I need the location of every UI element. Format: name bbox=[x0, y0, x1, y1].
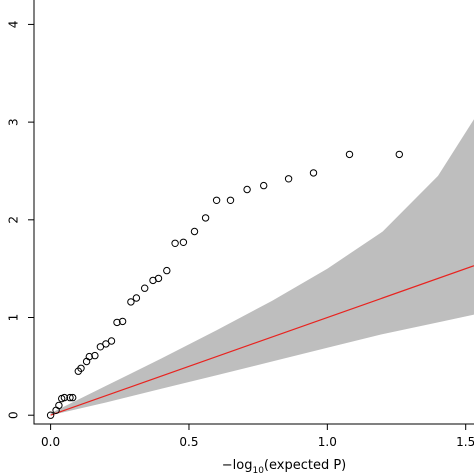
data-point bbox=[107, 337, 116, 345]
x-tick-label: 1.0 bbox=[318, 435, 337, 449]
x-axis-title-suffix: (expected P) bbox=[264, 458, 346, 473]
x-axis: 0.0 0.5 1.0 1.5 bbox=[41, 424, 474, 449]
data-point bbox=[163, 266, 171, 275]
x-tick-label: 0.5 bbox=[179, 435, 198, 449]
y-tick-label: 2 bbox=[7, 216, 21, 224]
data-point bbox=[85, 352, 94, 361]
data-point bbox=[226, 196, 235, 205]
data-points bbox=[46, 150, 403, 419]
x-axis-title: −log10(expected P) bbox=[222, 458, 347, 474]
data-point bbox=[154, 274, 163, 283]
data-point bbox=[212, 196, 221, 205]
y-tick-label: 1 bbox=[7, 314, 21, 322]
data-point bbox=[171, 239, 179, 248]
data-point bbox=[284, 175, 293, 183]
data-point bbox=[91, 351, 99, 360]
confidence-band bbox=[50, 119, 474, 416]
data-point bbox=[345, 150, 354, 159]
data-point bbox=[132, 294, 141, 302]
y-tick-label: 3 bbox=[7, 118, 21, 126]
data-point bbox=[309, 169, 318, 177]
y-tick-label: 4 bbox=[7, 21, 21, 29]
data-point bbox=[190, 227, 199, 236]
data-point bbox=[141, 284, 149, 292]
data-point bbox=[118, 317, 127, 326]
x-tick-label: 0.0 bbox=[41, 435, 60, 449]
data-point bbox=[260, 181, 268, 190]
data-point bbox=[60, 393, 69, 402]
data-point bbox=[55, 401, 63, 410]
data-point bbox=[127, 298, 135, 306]
data-point bbox=[69, 393, 77, 402]
data-point bbox=[201, 214, 210, 222]
x-tick-label: 1.5 bbox=[456, 435, 474, 449]
data-point bbox=[46, 411, 55, 419]
data-point bbox=[66, 393, 74, 402]
expected-line bbox=[50, 265, 474, 416]
data-point bbox=[179, 238, 188, 247]
y-tick-label: 0 bbox=[7, 411, 21, 419]
x-axis-title-prefix: −log bbox=[222, 458, 253, 473]
data-point bbox=[102, 340, 110, 348]
plot-area bbox=[46, 119, 474, 419]
data-point bbox=[82, 357, 91, 366]
data-point bbox=[96, 343, 105, 351]
y-axis: 0 1 2 3 4 bbox=[7, 21, 34, 419]
data-point bbox=[395, 150, 403, 159]
data-point bbox=[77, 364, 85, 372]
x-axis-title-subscript: 10 bbox=[252, 466, 264, 474]
data-point bbox=[113, 318, 121, 327]
data-point bbox=[243, 185, 251, 194]
